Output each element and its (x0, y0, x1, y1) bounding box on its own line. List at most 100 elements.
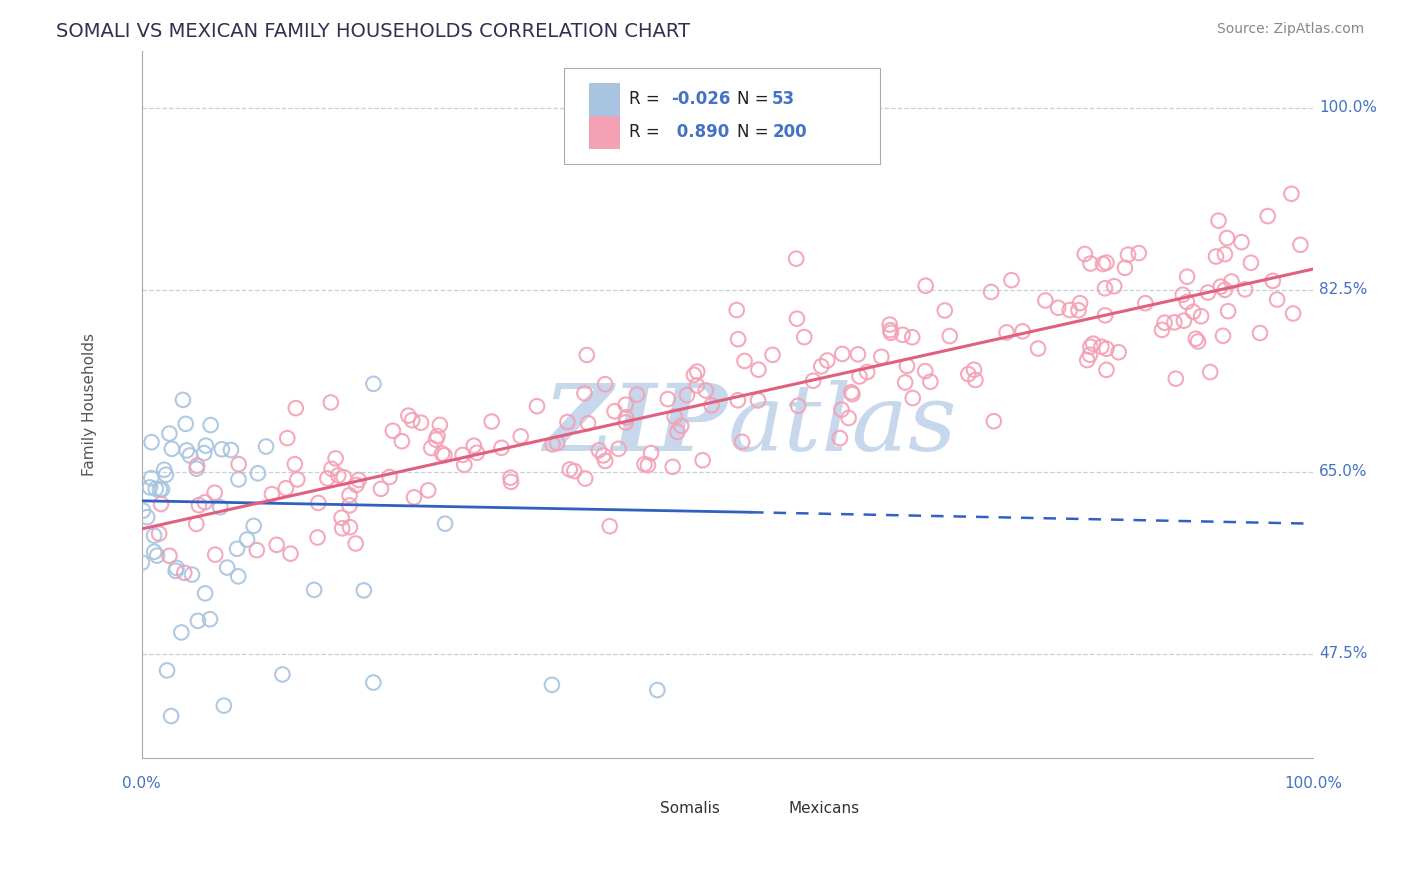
Point (425, 433, 447, 447)
Text: atlas: atlas (728, 380, 957, 470)
Point (558, 462, 581, 476)
Point (465, 446, 488, 460)
Point (1095, 363, 1118, 377)
Point (1128, 246, 1150, 260)
Point (246, 467, 269, 481)
Point (1240, 256, 1263, 270)
Point (839, 385, 862, 400)
FancyBboxPatch shape (564, 69, 880, 164)
Point (333, 470, 356, 484)
Point (901, 391, 924, 405)
Point (141, 471, 163, 485)
Point (934, 303, 956, 318)
Text: 100.0%: 100.0% (1319, 101, 1378, 115)
Point (319, 395, 342, 409)
Point (139, 480, 162, 494)
Point (1080, 256, 1102, 270)
Point (1173, 314, 1195, 328)
Point (260, 487, 283, 501)
Point (172, 392, 194, 407)
Point (219, 442, 242, 457)
Point (363, 675, 385, 690)
Point (983, 414, 1005, 428)
Point (212, 698, 235, 713)
Point (420, 441, 443, 455)
Point (276, 431, 298, 445)
Point (1153, 316, 1175, 330)
Point (148, 526, 170, 541)
Point (181, 567, 204, 582)
Point (957, 367, 980, 381)
Point (193, 446, 215, 460)
Point (647, 683, 669, 698)
Point (187, 498, 209, 512)
Point (330, 510, 353, 524)
Point (160, 442, 183, 456)
Point (321, 462, 343, 476)
Point (683, 368, 706, 382)
Point (271, 667, 294, 681)
Point (156, 664, 179, 678)
Point (614, 416, 637, 430)
Point (831, 347, 853, 361)
Point (793, 330, 815, 344)
Point (1197, 285, 1219, 300)
Point (187, 614, 209, 628)
Point (801, 374, 824, 388)
Point (145, 482, 167, 496)
Point (1199, 365, 1222, 379)
Point (891, 327, 914, 342)
Point (402, 491, 425, 505)
Point (481, 415, 503, 429)
Point (562, 464, 585, 478)
Text: R =: R = (630, 90, 665, 108)
Point (761, 348, 783, 362)
Point (1171, 287, 1194, 301)
Point (879, 323, 901, 337)
Point (302, 582, 325, 597)
Point (920, 375, 942, 389)
Point (676, 388, 699, 402)
Point (1265, 293, 1288, 307)
Point (1102, 279, 1125, 293)
Point (856, 365, 879, 379)
Point (274, 481, 297, 495)
Point (396, 409, 419, 423)
Point (159, 549, 181, 563)
Point (499, 475, 522, 489)
Text: 0.890: 0.890 (672, 123, 730, 141)
Point (166, 561, 188, 575)
Point (1208, 213, 1230, 227)
Point (491, 441, 513, 455)
Text: 100.0%: 100.0% (1285, 776, 1343, 791)
Point (575, 348, 598, 362)
Point (574, 386, 596, 401)
Point (1059, 303, 1081, 318)
Point (307, 496, 329, 510)
Text: 82.5%: 82.5% (1319, 282, 1368, 297)
Text: 65.0%: 65.0% (1319, 464, 1368, 479)
Point (132, 503, 155, 517)
Point (995, 326, 1018, 340)
Point (226, 541, 249, 556)
Point (1108, 345, 1130, 359)
Point (176, 443, 198, 458)
Text: 53: 53 (772, 90, 796, 108)
Point (200, 418, 222, 433)
Point (1184, 332, 1206, 346)
Point (149, 483, 172, 497)
Point (640, 446, 662, 460)
Point (1135, 296, 1157, 310)
Point (146, 549, 169, 563)
Point (173, 566, 195, 580)
Point (433, 448, 456, 462)
Text: Somalis: Somalis (659, 801, 720, 816)
Point (541, 678, 564, 692)
Point (186, 458, 208, 473)
Point (418, 483, 440, 498)
Point (170, 625, 193, 640)
Point (901, 330, 924, 344)
Point (285, 472, 308, 486)
Point (409, 416, 432, 430)
Point (236, 533, 259, 547)
